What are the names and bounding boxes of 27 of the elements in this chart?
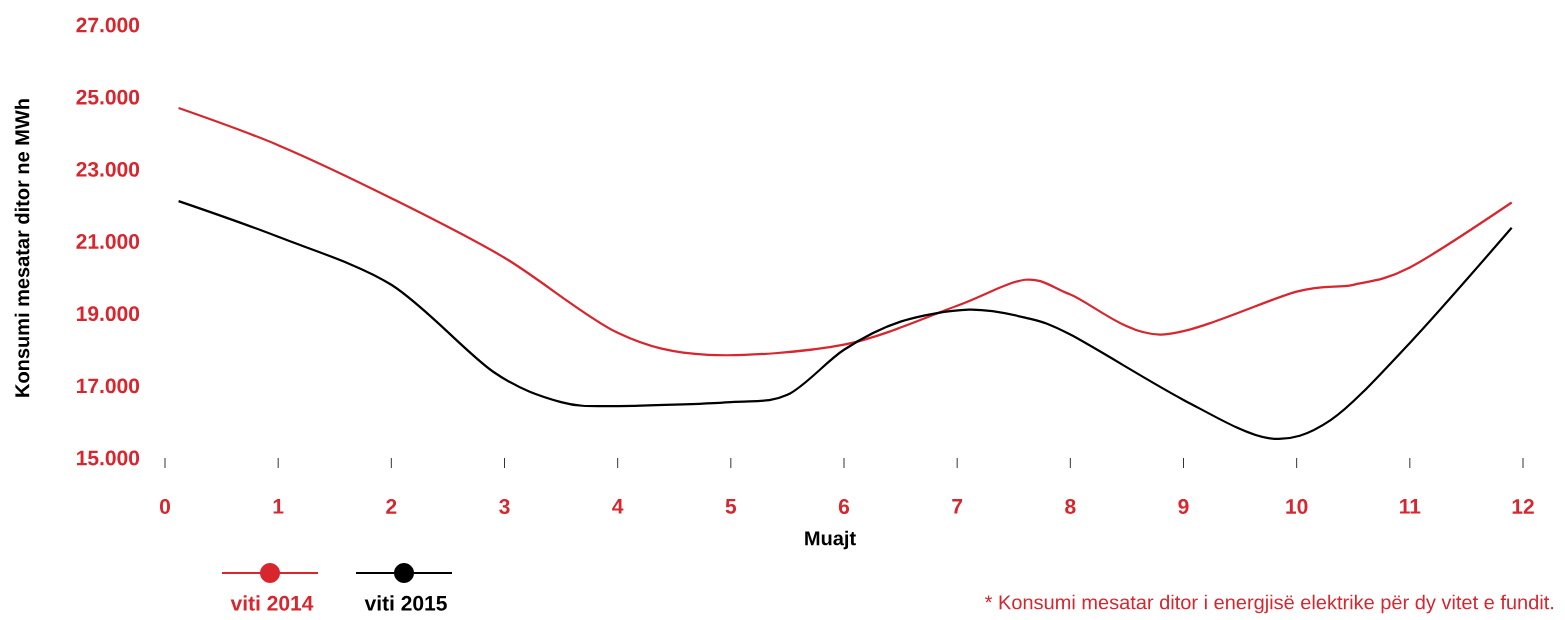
x-tick-label: 7 (952, 499, 963, 514)
x-tick-label: 10 (1286, 499, 1308, 514)
x-tick-label: 6 (838, 499, 850, 514)
legend-label: viti 2015 (364, 595, 447, 611)
x-tick-label: 4 (612, 499, 624, 514)
x-tick-label: 11 (1400, 499, 1421, 514)
y-tick-label: 25.000 (76, 89, 140, 105)
y-tick-label: 23.000 (76, 161, 140, 177)
x-tick-label: 5 (725, 499, 737, 514)
x-tick-label: 1 (273, 499, 284, 514)
text: * Konsumi mesatar ditor i energjisë elektrike për dy vitet e fundit. (984, 594, 1554, 614)
x-tick-label: 8 (1065, 499, 1076, 514)
y-axis-title: Konsumi mesatar ditor ne MWh (14, 99, 30, 397)
line-series (177, 199, 1513, 440)
x-axis-title: Muajt (805, 530, 856, 550)
y-tick-label: 15.000 (77, 450, 140, 466)
x-tick-label: 9 (1178, 499, 1189, 514)
line-series (177, 106, 1513, 357)
legend-label: viti 2014 (230, 595, 314, 611)
y-tick-label: 17.000 (77, 378, 140, 394)
y-tick-label: 27.000 (76, 17, 140, 33)
x-tick-label: 2 (386, 499, 397, 514)
x-tick-label: 3 (499, 499, 510, 514)
y-tick-label: 19.000 (77, 306, 140, 322)
y-tick-label: 21.000 (76, 234, 140, 249)
x-tick-label: 12 (1512, 499, 1534, 514)
x-tick-label: 0 (159, 499, 170, 514)
